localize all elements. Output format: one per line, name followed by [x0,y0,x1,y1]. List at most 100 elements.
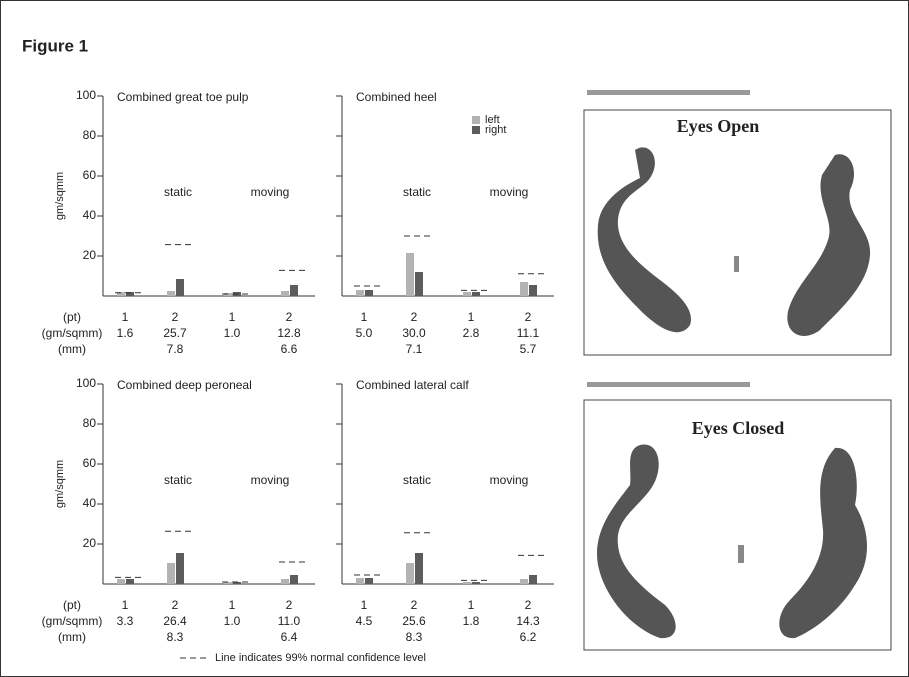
panel-title: Eyes Open [677,116,760,136]
row-label: (gm/sqmm) [42,614,103,628]
mm-label: 6.4 [281,630,298,644]
group-label: static [403,473,431,487]
figure-title: Figure 1 [22,36,88,55]
confidence-label: 12.8 [277,326,301,340]
bar [415,553,423,584]
bar [472,582,480,584]
chart-title: Combined lateral calf [356,378,469,392]
chart-title: Combined heel [356,90,437,104]
confidence-label: 25.6 [402,614,426,628]
category-label: 2 [411,598,418,612]
confidence-label: 25.7 [163,326,187,340]
bar [463,582,471,584]
eyes-closed-panel: Eyes Closed [584,382,891,650]
row-label: (mm) [58,630,86,644]
bar [126,579,134,584]
category-label: 1 [229,310,236,324]
marker [734,256,739,272]
confidence-label: 1.0 [224,326,241,340]
confidence-label: 5.0 [356,326,373,340]
mm-label: 6.2 [520,630,537,644]
y-tick-label: 100 [76,88,96,102]
confidence-label: 1.6 [117,326,134,340]
group-label: static [403,185,431,199]
bar [520,282,528,296]
category-label: 2 [286,310,293,324]
mm-label: 5.7 [520,342,537,356]
y-tick-label: 80 [83,416,97,430]
category-label: 2 [172,310,179,324]
category-label: 2 [286,598,293,612]
legend-swatch [472,116,480,124]
scale-bar [587,90,750,95]
confidence-label: 30.0 [402,326,426,340]
bar [365,290,373,296]
group-label: moving [490,473,529,487]
group-label: moving [490,185,529,199]
row-label: (mm) [58,342,86,356]
bar [463,292,471,296]
y-axis-label: gm/sqmm [54,172,66,220]
bar [529,285,537,296]
bar [529,575,537,584]
category-label: 1 [122,598,129,612]
group-label: moving [251,473,290,487]
category-label: 2 [525,598,532,612]
category-label: 1 [468,598,475,612]
y-tick-label: 80 [83,128,97,142]
bar [167,563,175,584]
bar [167,291,175,296]
bar [472,292,480,296]
bar [290,575,298,584]
confidence-label: 1.0 [224,614,241,628]
category-label: 1 [122,310,129,324]
legend-label: right [485,124,506,136]
category-label: 2 [525,310,532,324]
group-label: static [164,185,192,199]
category-label: 1 [361,598,368,612]
confidence-label: 4.5 [356,614,373,628]
bar [520,579,528,584]
marker [738,545,744,563]
confidence-label: 3.3 [117,614,134,628]
row-label: (gm/sqmm) [42,326,103,340]
category-label: 2 [172,598,179,612]
mm-label: 8.3 [406,630,423,644]
mm-label: 7.1 [406,342,423,356]
y-axis-label: gm/sqmm [54,460,66,508]
category-label: 1 [468,310,475,324]
confidence-label: 26.4 [163,614,187,628]
legend-swatch [472,126,480,134]
mm-label: 8.3 [167,630,184,644]
y-tick-label: 40 [83,208,97,222]
bar [365,578,373,584]
mm-label: 7.8 [167,342,184,356]
eyes-open-panel: Eyes Open [584,90,891,355]
confidence-label: 14.3 [516,614,540,628]
confidence-label: 11.0 [278,614,301,628]
figure: Figure 1 Eyes Open Eyes Closed Line indi… [0,0,909,677]
bar [117,579,125,584]
panel-title: Eyes Closed [692,418,785,438]
confidence-label: 11.1 [517,326,540,340]
category-label: 1 [361,310,368,324]
y-tick-label: 60 [83,168,97,182]
chart-title: Combined deep peroneal [117,378,252,392]
bar [406,253,414,296]
bar [290,285,298,296]
confidence-label: 1.8 [463,614,480,628]
bar [176,553,184,584]
bar [406,563,414,584]
group-label: moving [251,185,290,199]
bar [281,291,289,296]
bar [415,272,423,296]
note: Line indicates 99% normal confidence lev… [215,652,426,664]
row-label: (pt) [63,598,81,612]
bar [176,279,184,296]
category-label: 2 [411,310,418,324]
scale-bar [587,382,750,387]
confidence-label: 2.8 [463,326,480,340]
y-tick-label: 100 [76,376,96,390]
group-label: static [164,473,192,487]
y-tick-label: 20 [83,248,97,262]
